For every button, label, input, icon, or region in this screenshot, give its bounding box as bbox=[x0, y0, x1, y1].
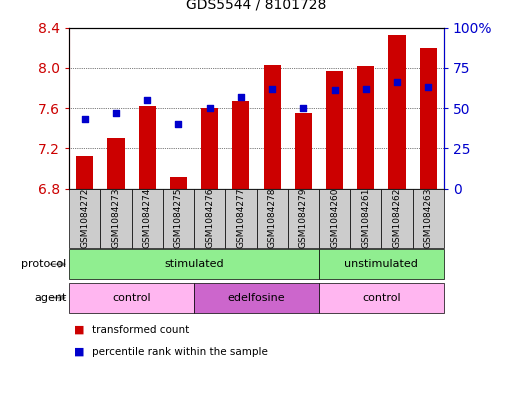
Text: ■: ■ bbox=[74, 325, 85, 335]
Text: agent: agent bbox=[34, 293, 67, 303]
Bar bbox=[139, 106, 156, 189]
Text: GSM1084278: GSM1084278 bbox=[268, 188, 277, 248]
FancyBboxPatch shape bbox=[69, 189, 101, 248]
FancyBboxPatch shape bbox=[132, 189, 163, 248]
Point bbox=[330, 87, 339, 94]
Bar bbox=[76, 156, 93, 189]
Text: ■: ■ bbox=[74, 347, 85, 357]
FancyBboxPatch shape bbox=[256, 189, 288, 248]
FancyBboxPatch shape bbox=[381, 189, 412, 248]
Text: GSM1084262: GSM1084262 bbox=[392, 188, 402, 248]
Text: edelfosine: edelfosine bbox=[228, 293, 285, 303]
Text: GSM1084277: GSM1084277 bbox=[236, 188, 245, 248]
Point bbox=[237, 94, 245, 100]
Point bbox=[143, 97, 151, 103]
Text: stimulated: stimulated bbox=[164, 259, 224, 269]
Text: unstimulated: unstimulated bbox=[344, 259, 418, 269]
Bar bbox=[420, 48, 437, 189]
Point bbox=[112, 110, 120, 116]
Text: GSM1084261: GSM1084261 bbox=[361, 188, 370, 248]
FancyBboxPatch shape bbox=[319, 189, 350, 248]
FancyBboxPatch shape bbox=[412, 189, 444, 248]
Text: control: control bbox=[362, 293, 401, 303]
FancyBboxPatch shape bbox=[288, 189, 319, 248]
Text: GSM1084263: GSM1084263 bbox=[424, 188, 432, 248]
FancyBboxPatch shape bbox=[194, 283, 319, 313]
Bar bbox=[201, 108, 218, 189]
Bar bbox=[295, 113, 312, 189]
FancyBboxPatch shape bbox=[194, 189, 225, 248]
Text: GSM1084274: GSM1084274 bbox=[143, 188, 152, 248]
Bar bbox=[264, 65, 281, 189]
Text: GSM1084276: GSM1084276 bbox=[205, 188, 214, 248]
FancyBboxPatch shape bbox=[225, 189, 256, 248]
FancyBboxPatch shape bbox=[319, 249, 444, 279]
Point bbox=[393, 79, 401, 85]
Text: percentile rank within the sample: percentile rank within the sample bbox=[92, 347, 268, 357]
FancyBboxPatch shape bbox=[350, 189, 381, 248]
Text: GSM1084273: GSM1084273 bbox=[111, 188, 121, 248]
Bar bbox=[170, 176, 187, 189]
FancyBboxPatch shape bbox=[319, 283, 444, 313]
Bar bbox=[326, 71, 343, 189]
FancyBboxPatch shape bbox=[69, 249, 319, 279]
Text: GSM1084272: GSM1084272 bbox=[81, 188, 89, 248]
Text: GDS5544 / 8101728: GDS5544 / 8101728 bbox=[186, 0, 327, 12]
Point bbox=[362, 86, 370, 92]
FancyBboxPatch shape bbox=[69, 283, 194, 313]
Text: GSM1084260: GSM1084260 bbox=[330, 188, 339, 248]
Text: control: control bbox=[112, 293, 151, 303]
Point bbox=[206, 105, 214, 111]
Bar bbox=[357, 66, 374, 189]
Point bbox=[268, 86, 276, 92]
Point bbox=[174, 121, 183, 127]
Text: GSM1084275: GSM1084275 bbox=[174, 188, 183, 248]
Text: transformed count: transformed count bbox=[92, 325, 190, 335]
Bar bbox=[388, 35, 405, 189]
Point bbox=[81, 116, 89, 123]
Point bbox=[299, 105, 307, 111]
Point bbox=[424, 84, 432, 90]
FancyBboxPatch shape bbox=[101, 189, 132, 248]
Text: GSM1084279: GSM1084279 bbox=[299, 188, 308, 248]
Bar bbox=[232, 101, 249, 189]
Text: protocol: protocol bbox=[22, 259, 67, 269]
Bar bbox=[108, 138, 125, 189]
FancyBboxPatch shape bbox=[163, 189, 194, 248]
